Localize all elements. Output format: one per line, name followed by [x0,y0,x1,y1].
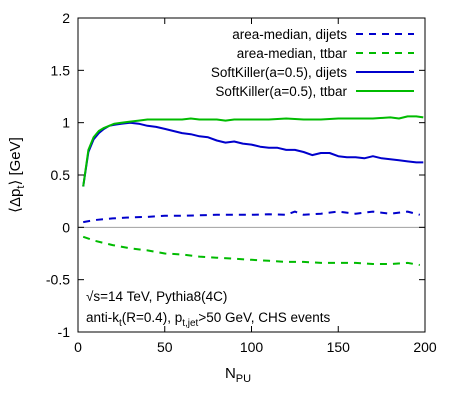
y-tick-label: 1.5 [51,62,71,78]
y-axis-title-sub: t [15,186,27,189]
x-tick-label: 200 [413,339,437,355]
x-tick-label: 100 [240,339,264,355]
x-tick-label: 0 [74,339,82,355]
y-tick-label: 0 [62,219,70,235]
series-layer [82,115,424,266]
annotation-energy: √s=14 TeV, Pythia8(4C) [86,289,227,304]
annotation-sub-1: t [119,318,122,329]
x-axis-title: NPU [225,365,251,385]
y-tick-label: 2 [62,10,70,26]
x-axis-title-sub: PU [236,373,251,385]
y-tick-label: 1 [62,115,70,131]
legend-label-4: SoftKiller(a=0.5), ttbar [215,84,347,99]
series-line-1 [83,210,421,224]
annotation-part-2: (R=0.4), p [122,310,182,325]
legend-label-3: SoftKiller(a=0.5), dijets [211,65,347,80]
legend-label-1: area-median, dijets [232,27,347,42]
y-tick-label: -0.5 [46,272,70,288]
y-axis-title-main: ⟨Δp [7,189,24,213]
x-tick-label: 150 [327,339,351,355]
annotation-part-3: >50 GeV, CHS events [198,310,330,325]
y-tick-label: 0.5 [51,167,71,183]
legend: area-median, dijets area-median, ttbar Sof… [211,27,414,99]
annotation-sub-2: t,jet [182,318,198,329]
x-axis-title-main: N [225,365,236,382]
series-line-2 [82,235,420,266]
y-axis-title-rest: ⟩ [GeV] [7,137,24,185]
ticks-layer: 0 50 100 150 200 -1 -0.5 0 0.5 1 1.5 2 [46,10,437,355]
y-tick-label: -1 [58,324,71,340]
annotation-part-1: anti-k [86,310,119,325]
series-line-4 [82,115,424,187]
legend-label-2: area-median, ttbar [237,46,348,61]
annotation-jet-def: anti-kt(R=0.4), pt,jet>50 GeV, CHS event… [86,310,331,329]
x-tick-label: 50 [157,339,173,355]
y-axis-title: ⟨Δpt⟩ [GeV] [7,137,27,213]
